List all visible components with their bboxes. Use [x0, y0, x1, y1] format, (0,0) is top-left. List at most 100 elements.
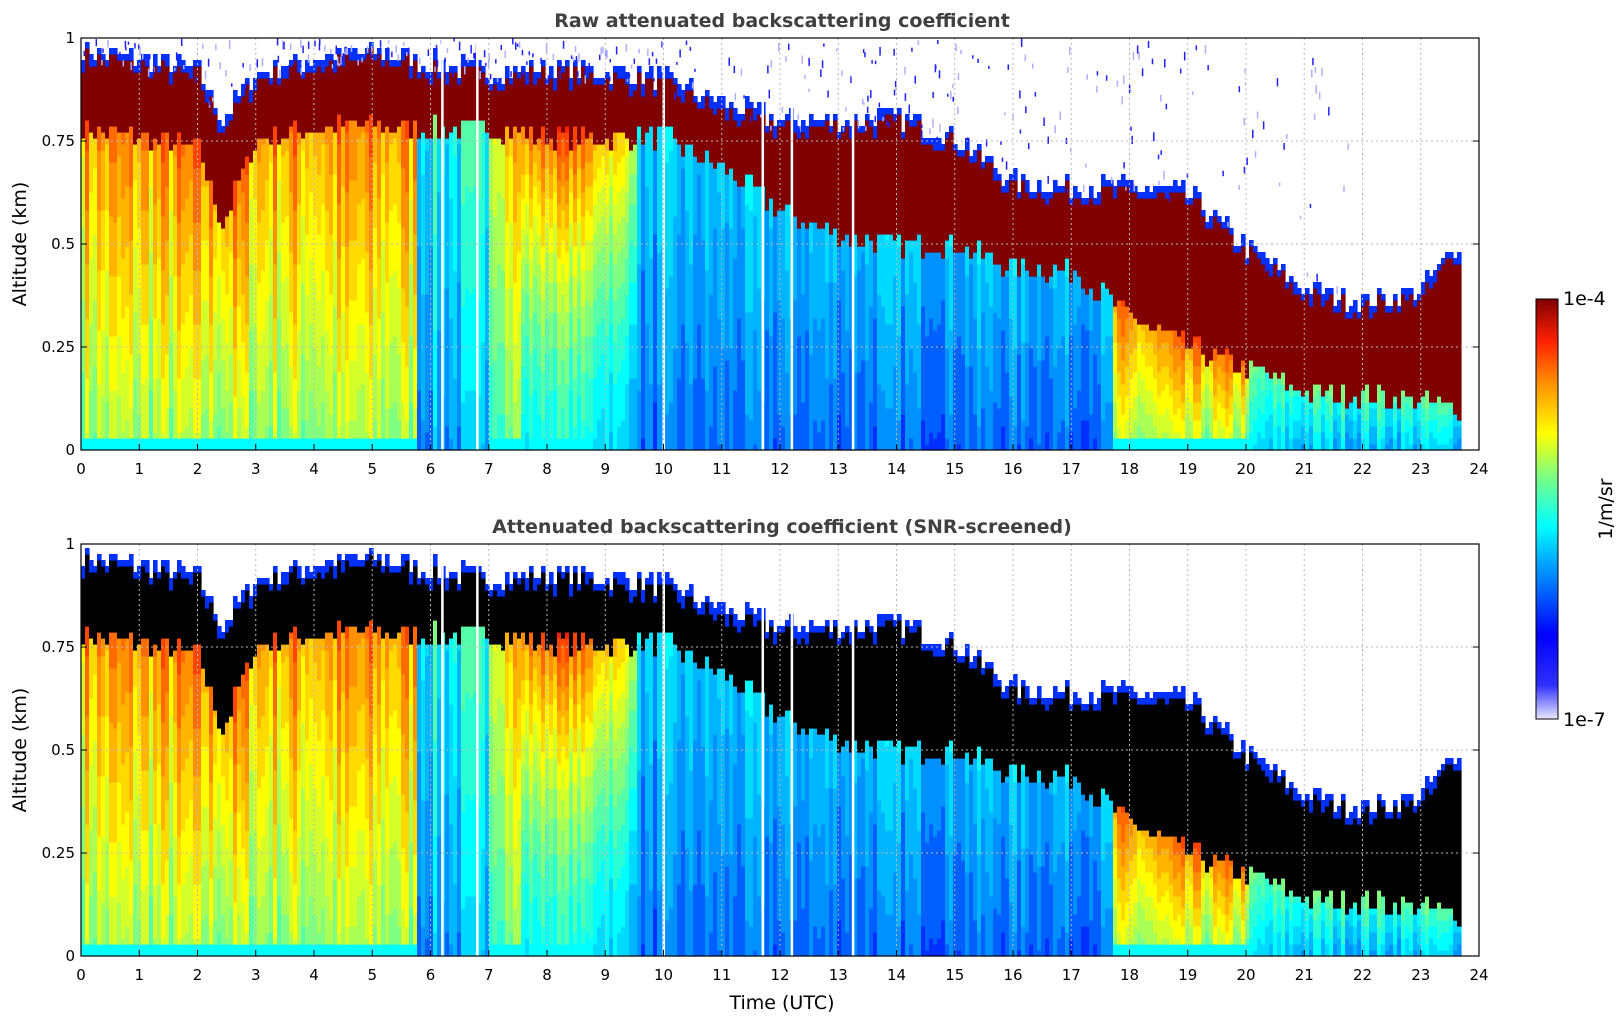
heatmap-column	[97, 554, 102, 957]
heatmap-cell	[533, 162, 538, 187]
heatmap-cell	[265, 686, 270, 747]
heatmap-cell	[505, 854, 510, 921]
heatmap-cell	[817, 734, 822, 837]
heatmap-cell	[853, 372, 858, 451]
heatmap-cell	[457, 144, 462, 283]
heatmap-cell	[233, 102, 238, 181]
heatmap-cell	[593, 144, 598, 151]
heatmap-cell	[1353, 402, 1358, 421]
noise-speck	[378, 55, 380, 59]
heatmap-cell	[1277, 426, 1282, 451]
heatmap-cell	[1361, 390, 1366, 403]
noise-speck	[661, 41, 663, 48]
heatmap-cell	[113, 554, 118, 561]
heatmap-cell	[601, 722, 606, 753]
heatmap-cell	[373, 354, 378, 421]
heatmap-cell	[865, 120, 870, 235]
heatmap-cell	[105, 144, 110, 211]
noise-speck	[547, 75, 550, 82]
heatmap-cell	[513, 908, 518, 945]
heatmap-cell	[201, 920, 206, 945]
heatmap-cell	[473, 66, 478, 121]
heatmap-cell	[825, 114, 830, 121]
heatmap-cell	[617, 288, 622, 325]
noise-speck	[1160, 150, 1162, 155]
heatmap-cell	[1389, 306, 1394, 313]
heatmap-cell	[577, 758, 582, 789]
heatmap-cell	[365, 698, 370, 759]
heatmap-cell	[525, 144, 530, 175]
heatmap-cell	[241, 590, 246, 603]
heatmap-cell	[297, 264, 302, 331]
heatmap-cell	[205, 438, 210, 451]
heatmap-cell	[229, 908, 234, 945]
heatmap-cell	[205, 90, 210, 103]
heatmap-cell	[617, 162, 622, 193]
heatmap-cell	[597, 650, 602, 675]
heatmap-cell	[349, 48, 354, 61]
heatmap-cell	[681, 596, 686, 609]
heatmap-cell	[849, 138, 854, 247]
heatmap-cell	[325, 836, 330, 897]
heatmap-cell	[689, 78, 694, 91]
heatmap-cell	[217, 638, 222, 729]
heatmap-cell	[437, 78, 442, 139]
heatmap-cell	[301, 438, 306, 451]
heatmap-cell	[237, 764, 242, 813]
heatmap-cell	[445, 288, 450, 427]
noise-speck	[676, 61, 678, 65]
noise-speck	[1096, 71, 1099, 76]
heatmap-cell	[821, 632, 826, 735]
heatmap-cell	[877, 120, 882, 235]
noise-speck	[338, 63, 340, 67]
noise-speck	[633, 58, 636, 64]
heatmap-cell	[565, 228, 570, 253]
heatmap-cell	[325, 126, 330, 145]
heatmap-cell	[1173, 372, 1178, 391]
heatmap-column	[1117, 180, 1122, 451]
heatmap-cell	[501, 144, 506, 199]
noise-speck	[1153, 132, 1155, 142]
heatmap-cell	[373, 632, 378, 669]
heatmap-cell	[233, 396, 238, 439]
heatmap-cell	[621, 824, 626, 867]
heatmap-cell	[121, 258, 126, 319]
heatmap-cell	[1321, 414, 1326, 433]
heatmap-cell	[1149, 438, 1154, 451]
heatmap-cell	[537, 78, 542, 139]
heatmap-cell	[381, 378, 386, 439]
heatmap-cell	[657, 252, 662, 385]
heatmap-cell	[357, 944, 362, 957]
heatmap-column	[837, 638, 842, 957]
heatmap-cell	[1213, 348, 1218, 361]
heatmap-cell	[129, 240, 134, 295]
noise-speck	[845, 107, 847, 112]
heatmap-cell	[889, 324, 894, 409]
heatmap-column	[977, 144, 982, 451]
heatmap-column	[1365, 294, 1370, 451]
heatmap-cell	[913, 114, 918, 127]
heatmap-cell	[1437, 444, 1442, 451]
heatmap-cell	[933, 330, 938, 439]
heatmap-cell	[621, 282, 626, 319]
heatmap-cell	[237, 180, 242, 205]
heatmap-cell	[157, 650, 162, 705]
heatmap-cell	[529, 764, 534, 795]
heatmap-cell	[317, 740, 322, 807]
heatmap-cell	[173, 276, 178, 331]
heatmap-cell	[593, 438, 598, 451]
heatmap-cell	[521, 578, 526, 633]
x-tick-label: 21	[1295, 460, 1314, 478]
heatmap-cell	[537, 800, 542, 831]
heatmap-cell	[1101, 288, 1106, 355]
noise-speck	[694, 68, 696, 72]
heatmap-cell	[469, 294, 474, 391]
heatmap-cell	[209, 228, 214, 277]
heatmap-cell	[361, 438, 366, 451]
heatmap-cell	[261, 944, 266, 957]
heatmap-cell	[657, 572, 662, 585]
heatmap-cell	[917, 408, 922, 451]
heatmap-cell	[633, 710, 638, 753]
heatmap-cell	[1157, 396, 1162, 415]
heatmap-cell	[1325, 438, 1330, 451]
